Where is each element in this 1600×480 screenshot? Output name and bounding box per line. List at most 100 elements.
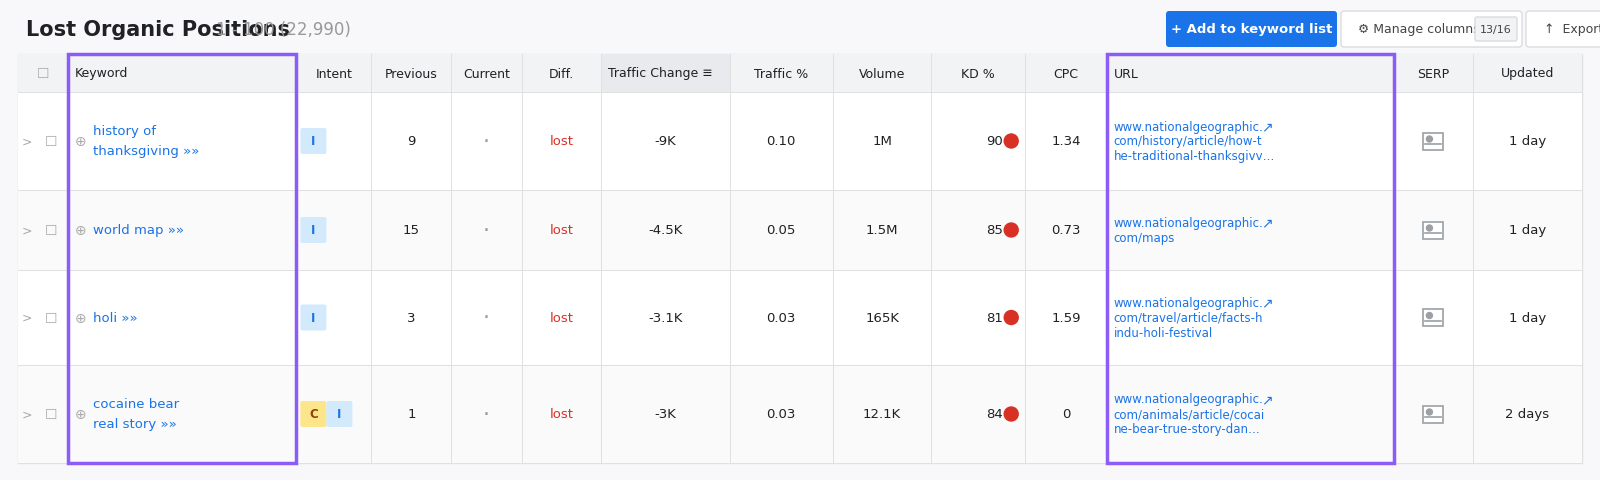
Text: history of: history of	[93, 125, 157, 138]
Circle shape	[1427, 313, 1432, 319]
Text: world map »»: world map »»	[93, 224, 184, 237]
Text: real story »»: real story »»	[93, 418, 176, 431]
Bar	[69, 55, 296, 463]
Text: ·: ·	[483, 132, 490, 152]
Circle shape	[1005, 311, 1018, 325]
Bar	[1107, 55, 1394, 463]
Text: ↗: ↗	[1261, 120, 1274, 134]
FancyBboxPatch shape	[1424, 406, 1443, 422]
Text: 85: 85	[986, 224, 1003, 237]
Text: CPC: CPC	[1053, 67, 1078, 80]
Text: com/travel/article/facts-h: com/travel/article/facts-h	[1114, 312, 1262, 324]
Text: Updated: Updated	[1501, 67, 1554, 80]
Text: C: C	[309, 408, 318, 420]
Text: 81: 81	[986, 312, 1003, 324]
Text: 1.5M: 1.5M	[866, 224, 898, 237]
Text: 1 - 100 (22,990): 1 - 100 (22,990)	[216, 21, 350, 39]
Text: 0: 0	[1062, 408, 1070, 420]
Text: 3: 3	[406, 312, 416, 324]
Bar	[18, 55, 1582, 93]
Circle shape	[1427, 409, 1432, 415]
Text: ↗: ↗	[1261, 296, 1274, 310]
Text: -3.1K: -3.1K	[648, 312, 683, 324]
FancyBboxPatch shape	[1424, 309, 1443, 326]
Text: lost: lost	[549, 135, 573, 148]
Text: www.nationalgeographic.: www.nationalgeographic.	[1114, 120, 1264, 133]
Text: Current: Current	[462, 67, 510, 80]
Text: ⊕: ⊕	[75, 135, 86, 149]
Text: URL: URL	[1114, 67, 1139, 80]
Text: www.nationalgeographic.: www.nationalgeographic.	[1114, 216, 1264, 229]
Bar	[18, 55, 1582, 463]
FancyBboxPatch shape	[301, 401, 326, 427]
Text: 13/16: 13/16	[1480, 25, 1512, 35]
Bar	[18, 93, 1582, 191]
Text: thanksgiving »»: thanksgiving »»	[93, 145, 200, 158]
Text: 0.05: 0.05	[766, 224, 795, 237]
Text: I: I	[338, 408, 341, 420]
Text: holi »»: holi »»	[93, 312, 138, 324]
Bar	[0, 0, 1600, 55]
FancyBboxPatch shape	[1341, 12, 1522, 48]
Text: ·: ·	[483, 404, 490, 424]
Circle shape	[1427, 137, 1432, 143]
Text: ↗: ↗	[1261, 216, 1274, 230]
Circle shape	[1005, 135, 1018, 149]
Bar	[18, 191, 1582, 270]
Text: 1M: 1M	[872, 135, 893, 148]
Bar	[602, 55, 730, 93]
Text: 9: 9	[406, 135, 416, 148]
FancyBboxPatch shape	[1475, 18, 1517, 42]
Text: ☐: ☐	[45, 311, 58, 325]
Text: ⚙ Manage columns: ⚙ Manage columns	[1358, 24, 1480, 36]
Text: ⊕: ⊕	[75, 407, 86, 421]
Bar	[18, 270, 1582, 365]
Text: ☐: ☐	[45, 135, 58, 149]
Text: ↗: ↗	[1261, 392, 1274, 406]
Text: 1 day: 1 day	[1509, 312, 1546, 324]
Text: 0.10: 0.10	[766, 135, 795, 148]
Text: lost: lost	[549, 224, 573, 237]
Text: 0.73: 0.73	[1051, 224, 1080, 237]
FancyBboxPatch shape	[301, 129, 326, 155]
Text: ☐: ☐	[45, 407, 58, 421]
Text: 15: 15	[403, 224, 419, 237]
FancyBboxPatch shape	[301, 305, 326, 331]
Text: + Add to keyword list: + Add to keyword list	[1171, 24, 1333, 36]
Text: >: >	[22, 135, 32, 148]
Text: >: >	[22, 312, 32, 324]
Text: 1.34: 1.34	[1051, 135, 1080, 148]
Text: www.nationalgeographic.: www.nationalgeographic.	[1114, 393, 1264, 406]
FancyBboxPatch shape	[326, 401, 352, 427]
Bar	[18, 365, 1582, 463]
Text: I: I	[312, 312, 315, 324]
Text: ·: ·	[483, 308, 490, 328]
Text: Keyword: Keyword	[75, 67, 128, 80]
Text: -9K: -9K	[654, 135, 677, 148]
Text: ⊕: ⊕	[75, 224, 86, 238]
Text: 90: 90	[987, 135, 1003, 148]
Text: com/animals/article/cocai: com/animals/article/cocai	[1114, 408, 1264, 420]
Text: Lost Organic Positions: Lost Organic Positions	[26, 20, 290, 40]
Text: com/maps: com/maps	[1114, 231, 1174, 244]
Text: he-traditional-thanksgivv…: he-traditional-thanksgivv…	[1114, 150, 1275, 163]
Text: 1 day: 1 day	[1509, 224, 1546, 237]
Text: ·: ·	[483, 220, 490, 240]
Text: Intent: Intent	[315, 67, 352, 80]
Text: >: >	[22, 224, 32, 237]
FancyBboxPatch shape	[301, 217, 326, 243]
Text: I: I	[312, 224, 315, 237]
Text: Diff.: Diff.	[549, 67, 574, 80]
Text: ne-bear-true-story-dan…: ne-bear-true-story-dan…	[1114, 422, 1261, 435]
Text: 0.03: 0.03	[766, 312, 795, 324]
Circle shape	[1427, 226, 1432, 231]
Text: 1.59: 1.59	[1051, 312, 1080, 324]
FancyBboxPatch shape	[1424, 222, 1443, 239]
Text: -4.5K: -4.5K	[648, 224, 683, 237]
Text: 165K: 165K	[866, 312, 899, 324]
Text: 0.03: 0.03	[766, 408, 795, 420]
Text: Volume: Volume	[859, 67, 906, 80]
FancyBboxPatch shape	[1166, 12, 1338, 48]
Circle shape	[1005, 407, 1018, 421]
Text: 1 day: 1 day	[1509, 135, 1546, 148]
